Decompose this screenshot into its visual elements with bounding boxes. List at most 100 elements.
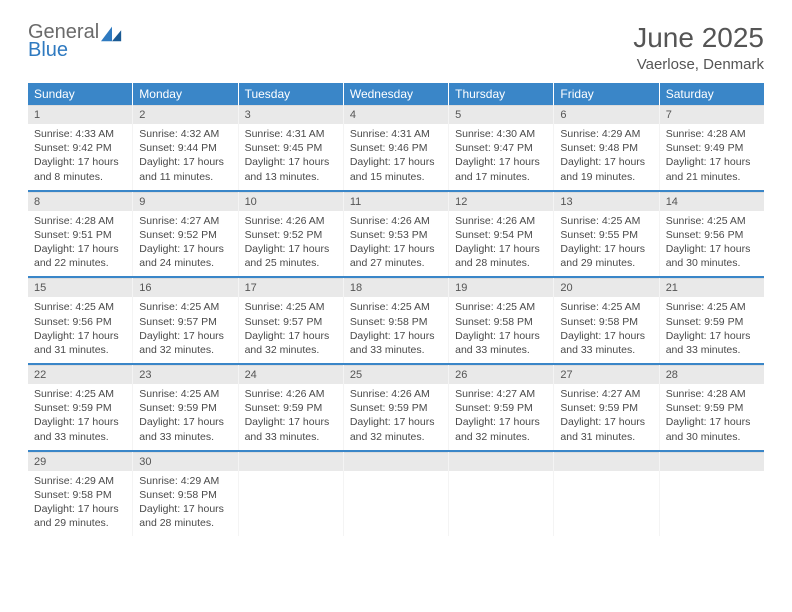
day-details: Sunrise: 4:33 AMSunset: 9:42 PMDaylight:… (28, 124, 132, 190)
day-number: 27 (554, 365, 658, 384)
day-details: Sunrise: 4:28 AMSunset: 9:51 PMDaylight:… (28, 211, 132, 277)
day-number: 20 (554, 278, 658, 297)
calendar-day-cell: 20Sunrise: 4:25 AMSunset: 9:58 PMDayligh… (554, 278, 659, 363)
day-details: Sunrise: 4:26 AMSunset: 9:59 PMDaylight:… (239, 384, 343, 450)
calendar-day-cell: 30Sunrise: 4:29 AMSunset: 9:58 PMDayligh… (133, 452, 238, 537)
calendar-day-cell: 16Sunrise: 4:25 AMSunset: 9:57 PMDayligh… (133, 278, 238, 363)
calendar-day-cell: 27Sunrise: 4:27 AMSunset: 9:59 PMDayligh… (554, 365, 659, 450)
calendar-day-cell (239, 452, 344, 537)
day-details: Sunrise: 4:25 AMSunset: 9:56 PMDaylight:… (660, 211, 764, 277)
calendar-day-cell: 2Sunrise: 4:32 AMSunset: 9:44 PMDaylight… (133, 105, 238, 190)
month-title: June 2025 (633, 22, 764, 54)
calendar-grid: SundayMondayTuesdayWednesdayThursdayFrid… (28, 83, 764, 536)
calendar-day-cell: 11Sunrise: 4:26 AMSunset: 9:53 PMDayligh… (344, 192, 449, 277)
weekday-header: Thursday (449, 83, 554, 105)
day-number: 5 (449, 105, 553, 124)
day-number: 16 (133, 278, 237, 297)
day-details: Sunrise: 4:29 AMSunset: 9:48 PMDaylight:… (554, 124, 658, 190)
day-details: Sunrise: 4:32 AMSunset: 9:44 PMDaylight:… (133, 124, 237, 190)
calendar-day-cell: 26Sunrise: 4:27 AMSunset: 9:59 PMDayligh… (449, 365, 554, 450)
day-details: Sunrise: 4:25 AMSunset: 9:56 PMDaylight:… (28, 297, 132, 363)
location-label: Vaerlose, Denmark (633, 56, 764, 73)
day-details: Sunrise: 4:27 AMSunset: 9:52 PMDaylight:… (133, 211, 237, 277)
day-number: 13 (554, 192, 658, 211)
day-number: 17 (239, 278, 343, 297)
calendar-day-cell: 22Sunrise: 4:25 AMSunset: 9:59 PMDayligh… (28, 365, 133, 450)
day-number-empty (239, 452, 343, 471)
day-details: Sunrise: 4:28 AMSunset: 9:49 PMDaylight:… (660, 124, 764, 190)
day-details: Sunrise: 4:29 AMSunset: 9:58 PMDaylight:… (28, 471, 132, 537)
calendar-day-cell: 3Sunrise: 4:31 AMSunset: 9:45 PMDaylight… (239, 105, 344, 190)
day-number: 14 (660, 192, 764, 211)
calendar-day-cell: 18Sunrise: 4:25 AMSunset: 9:58 PMDayligh… (344, 278, 449, 363)
day-details: Sunrise: 4:25 AMSunset: 9:58 PMDaylight:… (449, 297, 553, 363)
weekday-header-row: SundayMondayTuesdayWednesdayThursdayFrid… (28, 83, 764, 105)
day-number: 19 (449, 278, 553, 297)
day-details-empty (239, 471, 343, 529)
calendar-day-cell: 28Sunrise: 4:28 AMSunset: 9:59 PMDayligh… (660, 365, 764, 450)
calendar-day-cell: 1Sunrise: 4:33 AMSunset: 9:42 PMDaylight… (28, 105, 133, 190)
calendar-day-cell: 17Sunrise: 4:25 AMSunset: 9:57 PMDayligh… (239, 278, 344, 363)
day-details-empty (554, 471, 658, 529)
day-details: Sunrise: 4:25 AMSunset: 9:58 PMDaylight:… (554, 297, 658, 363)
day-number-empty (449, 452, 553, 471)
day-number-empty (660, 452, 764, 471)
calendar-day-cell: 25Sunrise: 4:26 AMSunset: 9:59 PMDayligh… (344, 365, 449, 450)
calendar-day-cell: 14Sunrise: 4:25 AMSunset: 9:56 PMDayligh… (660, 192, 764, 277)
calendar-week-row: 1Sunrise: 4:33 AMSunset: 9:42 PMDaylight… (28, 105, 764, 192)
calendar-day-cell: 5Sunrise: 4:30 AMSunset: 9:47 PMDaylight… (449, 105, 554, 190)
day-details: Sunrise: 4:28 AMSunset: 9:59 PMDaylight:… (660, 384, 764, 450)
day-number-empty (344, 452, 448, 471)
calendar-day-cell: 10Sunrise: 4:26 AMSunset: 9:52 PMDayligh… (239, 192, 344, 277)
day-number: 23 (133, 365, 237, 384)
day-number: 10 (239, 192, 343, 211)
calendar-day-cell: 21Sunrise: 4:25 AMSunset: 9:59 PMDayligh… (660, 278, 764, 363)
weekday-header: Sunday (28, 83, 133, 105)
day-number: 7 (660, 105, 764, 124)
day-number: 9 (133, 192, 237, 211)
calendar-week-row: 29Sunrise: 4:29 AMSunset: 9:58 PMDayligh… (28, 452, 764, 537)
calendar-day-cell (344, 452, 449, 537)
day-details: Sunrise: 4:25 AMSunset: 9:58 PMDaylight:… (344, 297, 448, 363)
calendar-day-cell: 8Sunrise: 4:28 AMSunset: 9:51 PMDaylight… (28, 192, 133, 277)
day-details-empty (660, 471, 764, 529)
day-number: 11 (344, 192, 448, 211)
calendar-day-cell (449, 452, 554, 537)
weekday-header: Friday (554, 83, 659, 105)
day-details: Sunrise: 4:29 AMSunset: 9:58 PMDaylight:… (133, 471, 237, 537)
calendar-week-row: 22Sunrise: 4:25 AMSunset: 9:59 PMDayligh… (28, 365, 764, 452)
weekday-header: Monday (133, 83, 238, 105)
calendar-day-cell: 13Sunrise: 4:25 AMSunset: 9:55 PMDayligh… (554, 192, 659, 277)
day-number: 1 (28, 105, 132, 124)
calendar-day-cell: 6Sunrise: 4:29 AMSunset: 9:48 PMDaylight… (554, 105, 659, 190)
day-number-empty (554, 452, 658, 471)
day-number: 8 (28, 192, 132, 211)
day-number: 2 (133, 105, 237, 124)
day-details: Sunrise: 4:25 AMSunset: 9:57 PMDaylight:… (239, 297, 343, 363)
calendar-day-cell: 29Sunrise: 4:29 AMSunset: 9:58 PMDayligh… (28, 452, 133, 537)
day-details: Sunrise: 4:31 AMSunset: 9:46 PMDaylight:… (344, 124, 448, 190)
day-details: Sunrise: 4:25 AMSunset: 9:59 PMDaylight:… (660, 297, 764, 363)
calendar-day-cell: 19Sunrise: 4:25 AMSunset: 9:58 PMDayligh… (449, 278, 554, 363)
triangle-icon (101, 24, 123, 42)
calendar-day-cell (660, 452, 764, 537)
weekday-header: Saturday (660, 83, 764, 105)
day-details: Sunrise: 4:25 AMSunset: 9:55 PMDaylight:… (554, 211, 658, 277)
day-details: Sunrise: 4:27 AMSunset: 9:59 PMDaylight:… (449, 384, 553, 450)
day-details: Sunrise: 4:25 AMSunset: 9:57 PMDaylight:… (133, 297, 237, 363)
day-number: 12 (449, 192, 553, 211)
calendar-day-cell: 23Sunrise: 4:25 AMSunset: 9:59 PMDayligh… (133, 365, 238, 450)
calendar-day-cell: 15Sunrise: 4:25 AMSunset: 9:56 PMDayligh… (28, 278, 133, 363)
day-number: 15 (28, 278, 132, 297)
day-number: 6 (554, 105, 658, 124)
calendar-day-cell: 7Sunrise: 4:28 AMSunset: 9:49 PMDaylight… (660, 105, 764, 190)
day-number: 30 (133, 452, 237, 471)
calendar-day-cell: 4Sunrise: 4:31 AMSunset: 9:46 PMDaylight… (344, 105, 449, 190)
day-number: 18 (344, 278, 448, 297)
day-details: Sunrise: 4:26 AMSunset: 9:59 PMDaylight:… (344, 384, 448, 450)
day-number: 3 (239, 105, 343, 124)
weekday-header: Tuesday (239, 83, 344, 105)
day-details-empty (449, 471, 553, 529)
day-details: Sunrise: 4:25 AMSunset: 9:59 PMDaylight:… (133, 384, 237, 450)
day-details: Sunrise: 4:26 AMSunset: 9:52 PMDaylight:… (239, 211, 343, 277)
